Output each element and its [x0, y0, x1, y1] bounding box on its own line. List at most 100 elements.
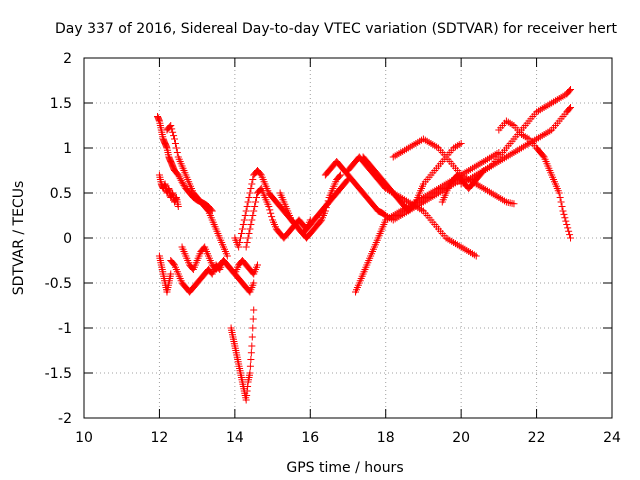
x-axis-label: GPS time / hours	[286, 460, 403, 476]
x-tick-label: 20	[452, 430, 470, 446]
data-point	[268, 213, 276, 221]
data-points	[154, 86, 575, 404]
data-point	[168, 125, 176, 133]
x-tick-label: 12	[151, 430, 169, 446]
data-point	[248, 333, 256, 341]
data-point	[244, 198, 252, 206]
data-point	[566, 87, 574, 95]
data-point	[245, 230, 253, 237]
data-point	[236, 239, 244, 246]
x-tick-label: 10	[75, 430, 93, 446]
data-point	[253, 194, 261, 201]
data-point	[246, 362, 254, 370]
y-tick-label: 2	[63, 51, 72, 67]
data-point	[557, 198, 565, 206]
x-tick-label: 16	[301, 430, 319, 446]
series-arc-3	[155, 252, 175, 296]
data-point	[240, 216, 248, 224]
data-point	[566, 231, 574, 239]
data-point	[239, 221, 247, 228]
series-arc-14	[359, 140, 465, 215]
data-point	[243, 239, 251, 246]
data-point	[567, 234, 575, 242]
data-point	[564, 224, 572, 232]
grid	[84, 58, 612, 418]
series-arc-4	[163, 122, 231, 260]
data-point	[176, 175, 184, 183]
data-point	[510, 200, 518, 208]
data-point	[169, 128, 177, 136]
series-arc-10	[276, 171, 344, 242]
data-point	[323, 200, 331, 208]
data-point	[559, 207, 567, 215]
y-tick-label: -1	[58, 321, 72, 337]
data-point	[247, 356, 255, 363]
data-point	[175, 173, 183, 181]
x-tick-label: 22	[528, 430, 546, 446]
data-point	[249, 324, 257, 332]
data-point	[250, 306, 258, 314]
y-tick-label: -2	[58, 411, 72, 427]
data-point	[242, 207, 250, 215]
data-point	[250, 207, 258, 215]
data-point	[171, 135, 179, 143]
data-point	[248, 180, 256, 188]
data-point	[244, 234, 252, 242]
data-point	[246, 225, 254, 233]
data-point	[248, 216, 256, 224]
data-point	[566, 105, 574, 113]
data-point	[336, 172, 344, 180]
y-tick-label: 0.5	[50, 186, 72, 202]
data-point	[246, 369, 254, 377]
y-tick-label: 0	[63, 231, 72, 247]
data-point	[556, 194, 564, 201]
data-point	[249, 212, 257, 219]
data-point	[250, 279, 258, 287]
data-point	[238, 225, 246, 233]
data-point	[561, 214, 569, 222]
data-point	[242, 243, 250, 251]
y-tick-label: -0.5	[45, 276, 72, 292]
y-axis-label: SDTVAR / TECUs	[11, 181, 27, 296]
data-point	[243, 203, 251, 210]
data-point	[253, 261, 261, 269]
data-point	[246, 189, 254, 197]
data-point	[247, 185, 255, 192]
data-point	[174, 203, 182, 210]
data-point	[170, 132, 178, 140]
data-point	[555, 189, 563, 197]
data-point	[173, 149, 181, 156]
x-tick-label: 24	[603, 430, 621, 446]
data-point	[267, 209, 275, 217]
data-point	[251, 203, 259, 210]
series-arc-18	[495, 117, 575, 242]
data-point	[563, 221, 571, 228]
data-point	[167, 122, 175, 129]
axis-ticks: 10 12 14 16 18 20 22 24 -2 -1.5 -1 -0.5 0 0.5 1 1.5 2	[45, 51, 621, 446]
series-arc-1	[154, 113, 216, 215]
data-point	[472, 252, 480, 260]
chart-title: Day 337 of 2016, Sidereal Day-to-day VTE…	[55, 21, 617, 37]
y-tick-label: 1.5	[50, 96, 72, 112]
data-point	[565, 227, 573, 235]
data-point	[223, 252, 231, 260]
y-tick-label: -1.5	[45, 366, 72, 382]
data-point	[562, 217, 570, 225]
data-point	[235, 243, 243, 251]
data-point	[249, 176, 257, 183]
data-point	[249, 315, 257, 323]
series-arc-6	[178, 243, 261, 278]
data-point	[321, 207, 329, 215]
data-point	[266, 206, 274, 214]
x-tick-label: 14	[226, 430, 244, 446]
data-point	[167, 270, 175, 278]
data-point	[241, 212, 249, 219]
y-tick-label: 1	[63, 141, 72, 157]
data-point	[567, 104, 575, 111]
data-point	[252, 198, 260, 206]
data-point	[237, 234, 245, 242]
data-point	[322, 204, 330, 212]
data-point	[174, 171, 182, 179]
series-arc-17	[457, 104, 575, 188]
